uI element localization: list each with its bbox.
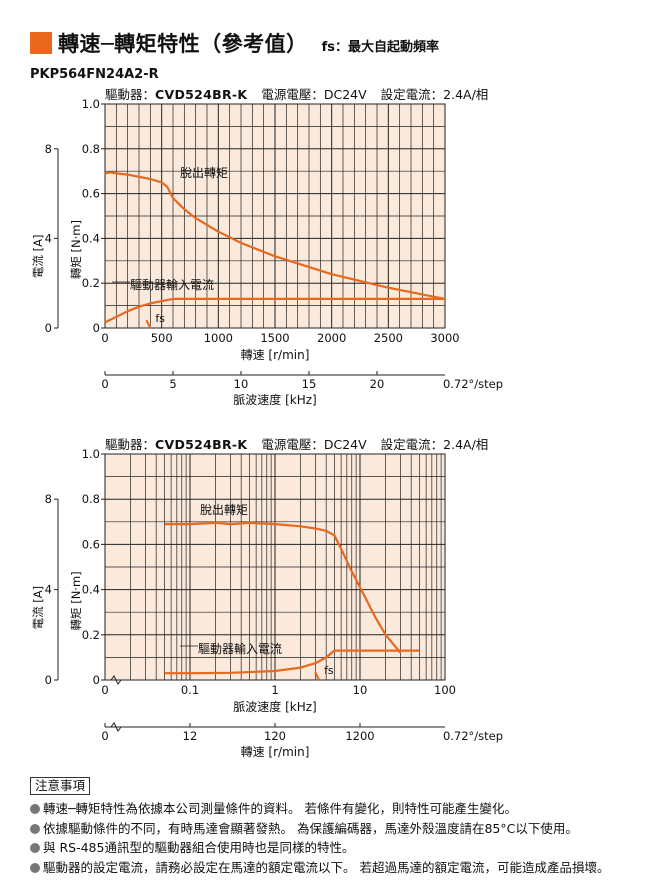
x-tick-label: 0.1 (181, 683, 199, 697)
series-line-pullout-torque (164, 521, 402, 654)
accent-square (30, 32, 52, 54)
bullet-icon (30, 862, 40, 873)
model-number: PKP564FN24A2-R (30, 67, 159, 82)
y-tick-label: 0 (93, 321, 100, 335)
fs-label: fs (324, 664, 334, 677)
note-text: 與 RS-485通訊型的驅動器組合使用時也是同樣的特性。 (43, 840, 355, 855)
note-text: 轉速─轉矩特性為依據本公司測量條件的資料。 若條件有變化，則特性可能產生變化。 (43, 801, 518, 816)
x-tick-label: 10 (353, 683, 368, 697)
x-tick-label: 2500 (374, 331, 403, 345)
x-tick-label: 500 (151, 331, 173, 345)
y-tick-label: 0.2 (82, 276, 100, 290)
x-tick-label: 2000 (317, 331, 346, 345)
notes-section: 注意事項 轉速─轉矩特性為依據本公司測量條件的資料。 若條件有變化，則特性可能產… (30, 777, 609, 877)
notes-title: 注意事項 (30, 777, 91, 795)
series-label-input-current: 驅動器輸入電流 (198, 641, 282, 656)
y2-tick-label: 4 (45, 583, 52, 597)
x2-suffix-label: 0.72°/step (443, 377, 503, 391)
x2-tick-label: 1200 (345, 729, 374, 743)
bullet-icon (30, 843, 40, 853)
x-tick-label: 3000 (430, 331, 459, 345)
chart2-voltage: 電源電壓：DC24V (261, 437, 367, 452)
note-item: 轉速─轉矩特性為依據本公司測量條件的資料。 若條件有變化，則特性可能產生變化。 (30, 799, 609, 819)
y-tick-label: 0.6 (82, 537, 100, 551)
y-tick-label: 1.0 (82, 97, 100, 111)
chart1-driver-label: 驅動器： (105, 87, 156, 102)
fs-marker (314, 671, 320, 681)
y-tick-label: 0.6 (82, 187, 100, 201)
x-tick-label: 0 (101, 331, 108, 345)
x2-tick-label: 120 (264, 729, 286, 743)
y-axis-label: 轉矩 [N·m] (69, 571, 83, 630)
bullet-icon (30, 823, 40, 834)
series-label-pullout-torque: 脫出轉矩 (180, 165, 228, 180)
chart1-caption: 驅動器：CVD524BR-K 電源電壓：DC24V 設定電流：2.4A/相 (105, 84, 488, 103)
chart2-driver-label: 驅動器： (105, 437, 156, 452)
x-tick-label: 1 (271, 683, 278, 697)
x2-axis-label: 轉速 [r/min] (241, 745, 310, 759)
note-item: 依據驅動條件的不同，有時馬達會顯著發熱。 為保護編碼器，馬達外殼溫度請在85°C… (30, 819, 609, 839)
bullet-icon (30, 804, 40, 814)
x-tick-label: 100 (434, 683, 456, 697)
y-tick-label: 0.4 (82, 583, 100, 597)
y-tick-label: 1.0 (82, 447, 100, 461)
x2-tick-label: 15 (302, 377, 317, 391)
x2-tick-label: 0 (101, 729, 108, 743)
y2-tick-label: 0 (45, 321, 52, 335)
chart1-voltage: 電源電壓：DC24V (261, 87, 367, 102)
y-tick-label: 0.4 (82, 231, 100, 245)
chart2-svg: 0 0.2 0.4 0.6 0.8 1.0 0 4 8 轉矩 [N·m] 電流 [A] 0 0.1 1 10… (31, 447, 503, 759)
chart2-driver: CVD524BR-K (155, 437, 248, 452)
note-text: 依據驅動條件的不同，有時馬達會顯著發熱。 為保護編碼器，馬達外殼溫度請在85°C… (43, 820, 578, 836)
note-item: 驅動器的設定電流，請務必設定在馬達的額定電流以下。 若超過馬達的額定電流，可能造… (30, 858, 609, 878)
y-tick-label: 0.8 (82, 492, 100, 506)
y-tick-label: 0.8 (82, 142, 100, 156)
axis-break-mark (110, 675, 122, 685)
plot-frame (104, 103, 446, 329)
y2-tick-label: 4 (45, 231, 52, 245)
notes-list: 轉速─轉矩特性為依據本公司測量條件的資料。 若條件有變化，則特性可能產生變化。 … (30, 799, 609, 877)
y2-axis-label: 電流 [A] (31, 235, 45, 279)
page-header: 轉速─轉矩特性（參考值） fs：最大自起動頻率 (30, 28, 439, 58)
x-axis-label: 脈波速度 [kHz] (233, 699, 316, 714)
x-tick-label: 1500 (260, 331, 289, 345)
y-tick-label: 0.2 (82, 628, 100, 642)
y-tick-label: 0 (93, 673, 100, 687)
chart2-caption: 驅動器：CVD524BR-K 電源電壓：DC24V 設定電流：2.4A/相 (105, 434, 488, 453)
series-label-input-current: 驅動器輸入電流 (130, 277, 214, 292)
series-line-input-current (164, 649, 420, 675)
x2-axis-label: 脈波速度 [kHz] (233, 392, 316, 407)
x2-suffix-label: 0.72°/step (443, 729, 503, 743)
chart2-current-setting: 設定電流：2.4A/相 (380, 437, 489, 452)
note-item: 與 RS-485通訊型的驅動器組合使用時也是同樣的特性。 (30, 838, 609, 858)
x-tick-label: 1000 (204, 331, 233, 345)
plot-frame (104, 453, 446, 681)
x2-tick-label: 20 (370, 377, 385, 391)
x2-tick-label: 10 (234, 377, 249, 391)
series-label-pullout-torque: 脫出轉矩 (200, 502, 248, 517)
x2-tick-label: 5 (169, 377, 176, 391)
fs-note: fs：最大自起動頻率 (321, 39, 440, 55)
y2-tick-label: 8 (45, 492, 52, 506)
x-axis-label: 轉速 [r/min] (241, 348, 310, 362)
page-title: 轉速─轉矩特性（參考值） (58, 32, 308, 56)
x-tick-label: 0 (101, 683, 108, 697)
chart1-current-setting: 設定電流：2.4A/相 (380, 87, 489, 102)
x2-tick-label: 12 (183, 729, 198, 743)
y2-axis-label: 電流 [A] (31, 586, 45, 630)
fs-label: fs (155, 312, 165, 325)
x2-tick-label: 0 (101, 377, 108, 391)
y2-tick-label: 8 (45, 142, 52, 156)
axis-break-mark (110, 722, 122, 732)
series-line-pullout-torque (104, 171, 446, 300)
y2-tick-label: 0 (45, 673, 52, 687)
y-axis-label: 轉矩 [N·m] (69, 220, 83, 279)
series-line-input-current (104, 297, 445, 324)
fs-marker (145, 319, 152, 329)
note-text: 驅動器的設定電流，請務必設定在馬達的額定電流以下。 若超過馬達的額定電流，可能造… (43, 859, 610, 875)
chart1-driver: CVD524BR-K (155, 87, 248, 102)
